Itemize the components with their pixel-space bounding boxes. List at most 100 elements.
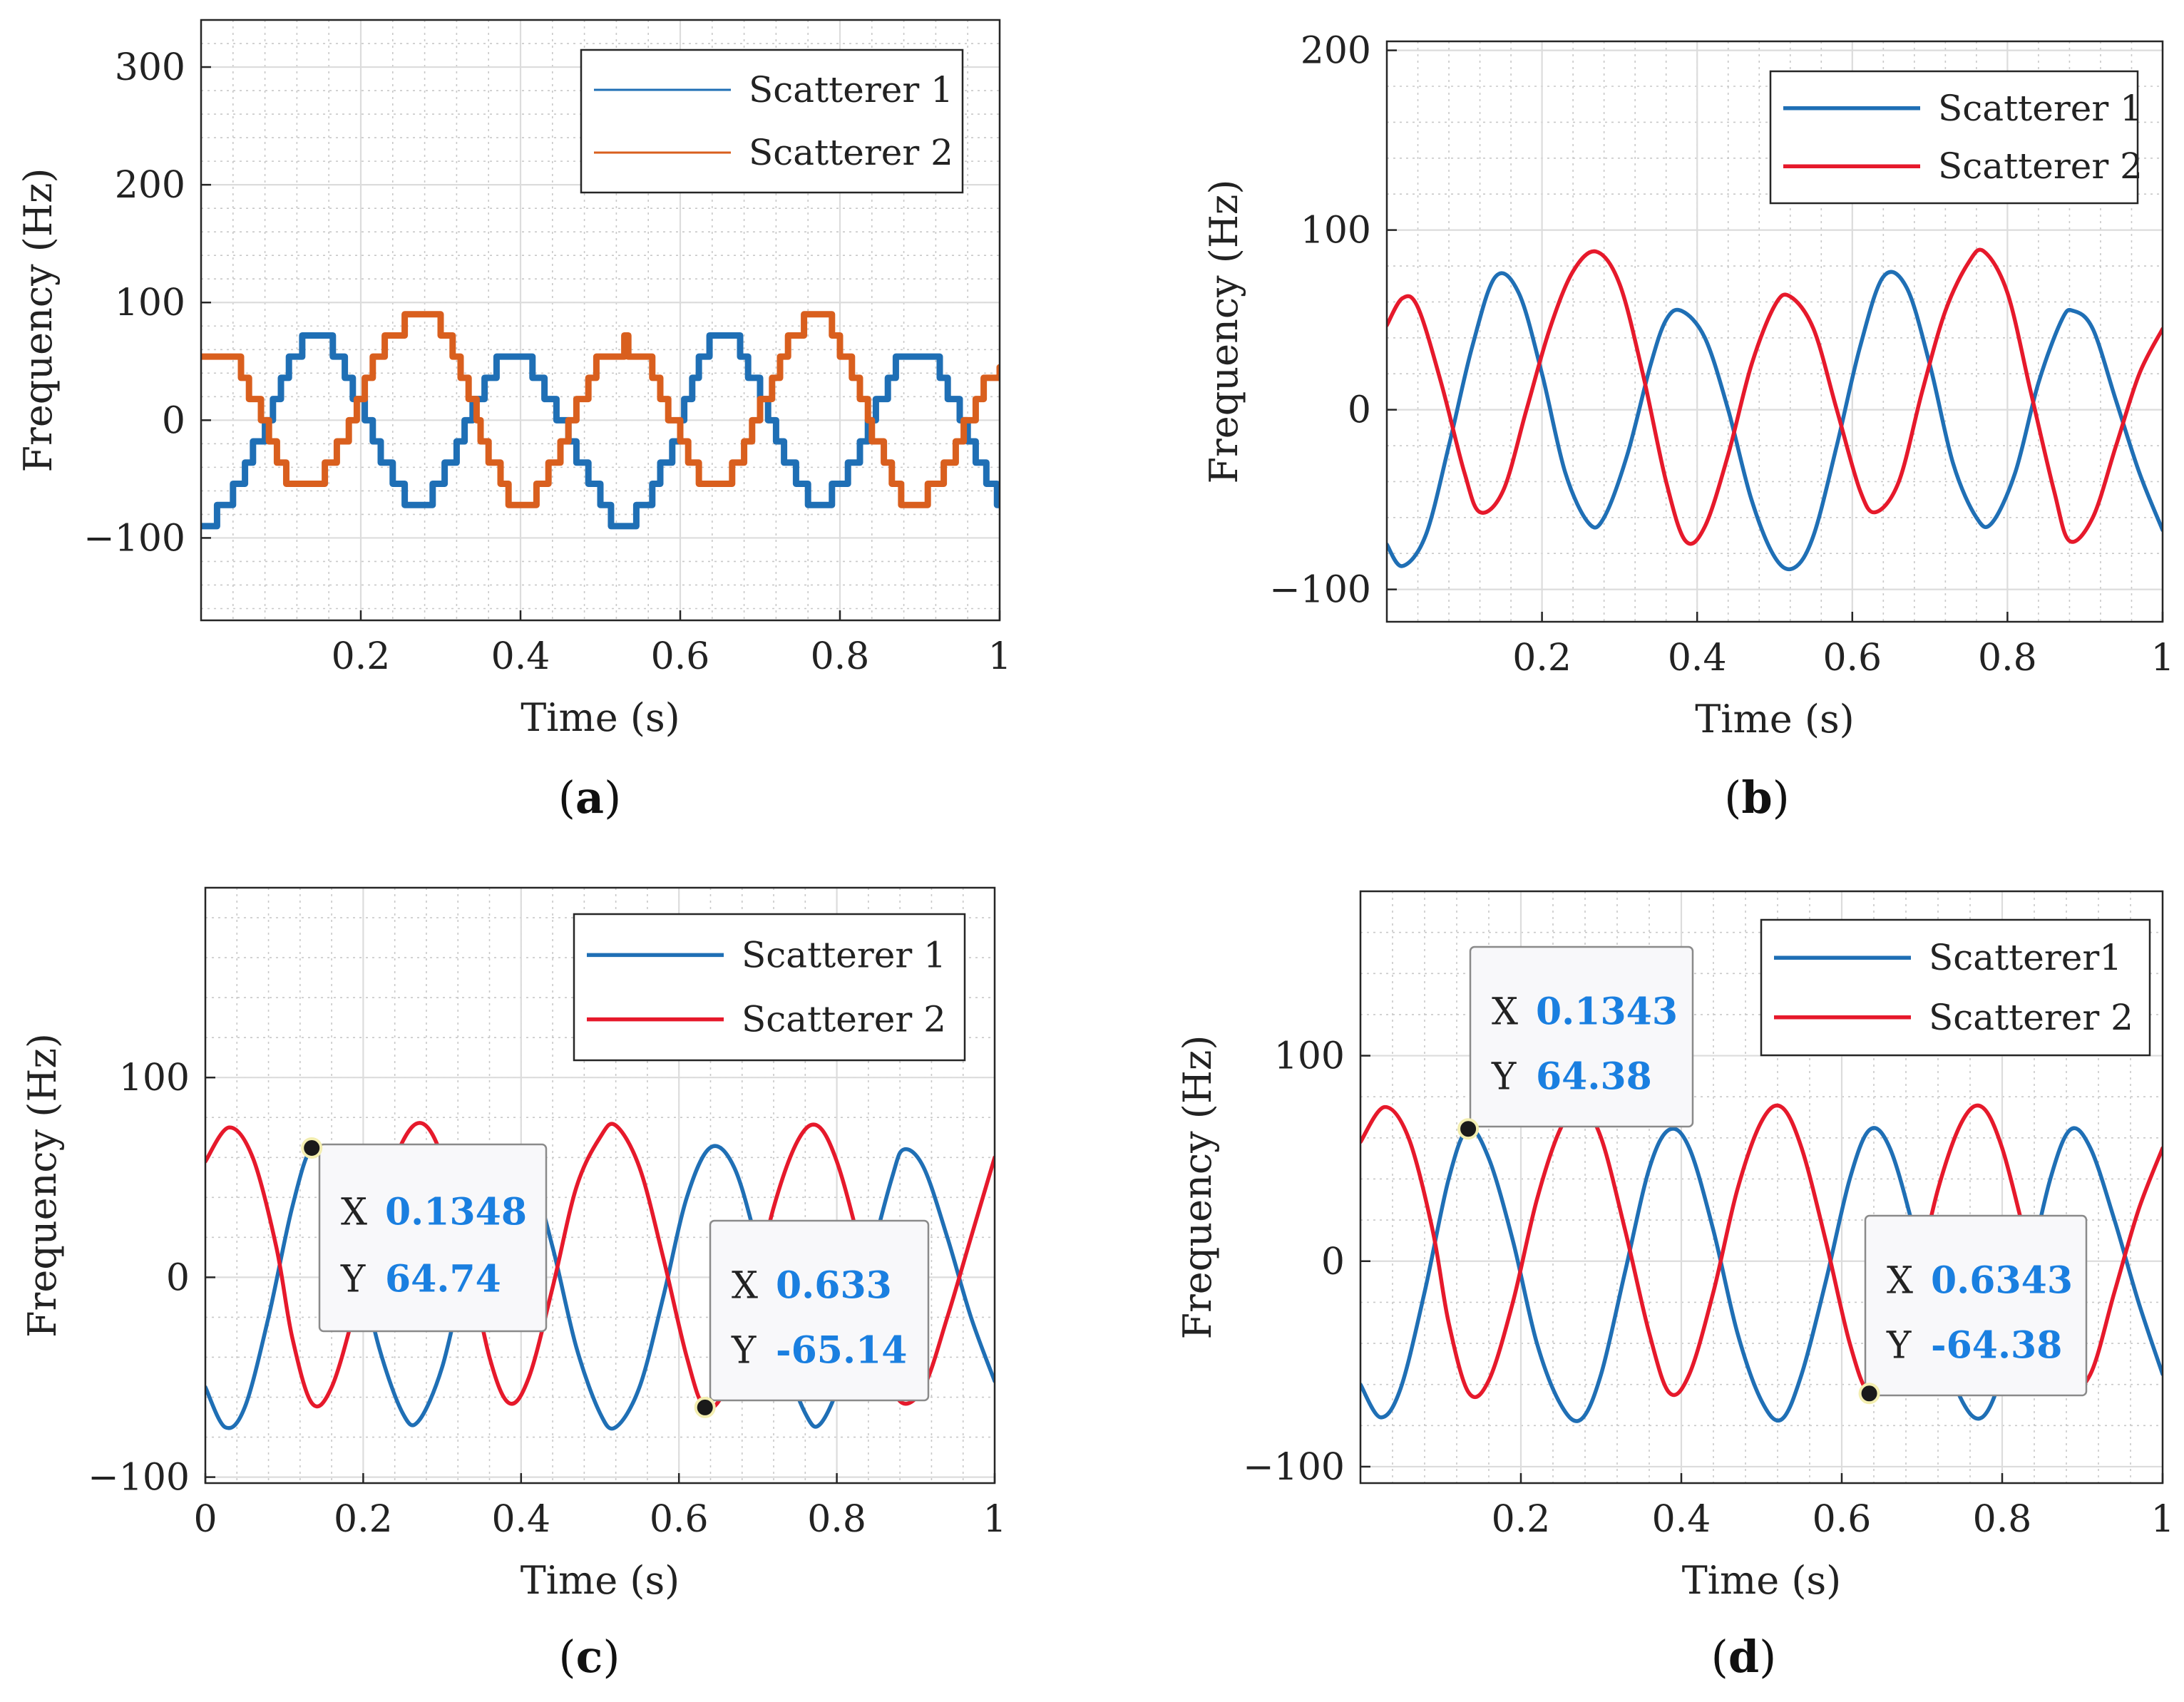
datatip-marker xyxy=(301,1137,323,1159)
legend-label: Scatterer1 xyxy=(1929,937,2122,978)
y-tick-label: −100 xyxy=(88,1457,190,1499)
datatip-marker xyxy=(694,1396,716,1418)
axes-box xyxy=(200,19,1001,622)
legend: Scatterer1 Scatterer 2 xyxy=(1760,918,2151,1057)
panel-label: (d) xyxy=(1711,1631,1777,1683)
series-group xyxy=(1387,247,2163,572)
x-axis-label: Time (s) xyxy=(521,1558,680,1603)
legend-label: Scatterer 2 xyxy=(749,132,953,173)
y-tick-label: −100 xyxy=(1243,1446,1345,1489)
legend: Scatterer 1 Scatterer 2 xyxy=(580,48,964,194)
x-tick-label: 1 xyxy=(988,635,1011,678)
series-line-2 xyxy=(1387,247,2163,546)
y-tick-label: −100 xyxy=(1269,569,1371,612)
x-tick-label: 1 xyxy=(2150,637,2174,680)
datatip-y-key: Y xyxy=(1886,1324,1912,1367)
y-tick-label: 200 xyxy=(115,164,185,207)
datatip-y-value: 64.38 xyxy=(1536,1055,1652,1098)
panel-a: 0.2 0.4 0.6 0.8 1 −100 0 100 200 300 Time (s) Frequ… xyxy=(16,19,1012,824)
y-tick-label: −100 xyxy=(83,517,185,560)
datatip-box xyxy=(1864,1214,2088,1397)
axes-box xyxy=(1385,40,2164,623)
y-tick-label: 100 xyxy=(119,1057,190,1099)
x-tick-label: 0.2 xyxy=(334,1498,393,1541)
y-axis-label: Frequency (Hz) xyxy=(1175,1035,1220,1340)
x-tick-label: 0.6 xyxy=(651,635,710,678)
datatip-box xyxy=(709,1219,930,1402)
series-line-1 xyxy=(1387,270,2163,572)
legend-label: Scatterer 2 xyxy=(1929,997,2133,1038)
x-tick-label: 0.6 xyxy=(1813,1498,1872,1541)
datatip-marker xyxy=(1457,1118,1480,1140)
x-tick-label: 0.2 xyxy=(332,635,391,678)
legend-label: Scatterer 2 xyxy=(1938,145,2143,187)
datatip: X 0.633 Y -65.14 xyxy=(694,1219,930,1418)
legend-box xyxy=(580,48,964,194)
panel-label: (b) xyxy=(1724,771,1790,824)
y-axis-label: Frequency (Hz) xyxy=(1201,180,1246,484)
datatip-y-key: Y xyxy=(731,1329,757,1372)
x-tick-label: 1 xyxy=(983,1498,1006,1541)
x-tick-label: 0.8 xyxy=(1973,1498,2032,1541)
datatip-x-value: 0.6343 xyxy=(1931,1259,2073,1303)
y-tick-label: 0 xyxy=(166,1256,190,1299)
legend-label: Scatterer 1 xyxy=(749,69,953,111)
legend-label: Scatterer 2 xyxy=(742,999,946,1040)
datatip-x-key: X xyxy=(1887,1260,1913,1303)
x-tick-label: 0.8 xyxy=(1978,637,2037,680)
y-tick-label: 300 xyxy=(115,46,185,89)
y-tick-label: 100 xyxy=(115,282,185,324)
datatip: X 0.1343 Y 64.38 xyxy=(1457,945,1694,1140)
legend-box xyxy=(573,913,966,1062)
x-tick-label: 0 xyxy=(193,1498,217,1541)
legend-label: Scatterer 1 xyxy=(1938,88,2143,129)
y-tick-label: 0 xyxy=(1321,1241,1345,1283)
datatip-x-key: X xyxy=(1492,991,1518,1034)
series-line-2 xyxy=(201,311,1000,508)
datatip-x-value: 0.1343 xyxy=(1536,990,1678,1034)
legend: Scatterer 1 Scatterer 2 xyxy=(1769,70,2143,205)
datatip-x-value: 0.1348 xyxy=(385,1190,527,1234)
series-group xyxy=(201,311,1000,530)
datatip: X 0.1348 Y 64.74 xyxy=(301,1137,548,1333)
x-axis-label: Time (s) xyxy=(521,695,680,740)
x-tick-label: 0.8 xyxy=(807,1498,866,1541)
panel-label: (a) xyxy=(558,771,622,824)
panel-b: 0.2 0.4 0.6 0.8 1 −100 0 100 200 Time (s) Frequenc… xyxy=(1201,30,2175,824)
x-tick-label: 0.6 xyxy=(1822,637,1882,680)
datatip-x-key: X xyxy=(732,1265,758,1308)
axes-box xyxy=(1359,890,2164,1485)
panel-d: 0.2 0.4 0.6 0.8 1 −100 0 100 Time (s) Frequency (… xyxy=(1175,890,2175,1683)
x-tick-label: 0.2 xyxy=(1492,1498,1551,1541)
datatip-y-key: Y xyxy=(340,1258,366,1301)
datatip-y-value: -64.38 xyxy=(1931,1323,2062,1367)
legend-label: Scatterer 1 xyxy=(742,934,946,975)
y-tick-label: 100 xyxy=(1274,1035,1345,1078)
datatip-y-value: -65.14 xyxy=(776,1328,907,1372)
y-axis-label: Frequency (Hz) xyxy=(20,1033,65,1338)
datatip-x-value: 0.633 xyxy=(776,1264,892,1308)
axes-box xyxy=(204,886,996,1485)
x-axis-label: Time (s) xyxy=(1695,697,1854,742)
legend-box xyxy=(1769,70,2139,205)
datatip-y-value: 64.74 xyxy=(385,1258,501,1301)
datatip-y-key: Y xyxy=(1491,1055,1517,1098)
x-tick-label: 0.4 xyxy=(1652,1498,1711,1541)
x-axis-label: Time (s) xyxy=(1682,1558,1841,1603)
datatip: X 0.6343 Y -64.38 xyxy=(1858,1214,2088,1405)
x-tick-label: 0.4 xyxy=(1668,637,1727,680)
panel-label: (c) xyxy=(558,1631,620,1683)
x-tick-label: 0.6 xyxy=(650,1498,709,1541)
x-tick-label: 1 xyxy=(2150,1498,2174,1541)
y-axis-label: Frequency (Hz) xyxy=(16,168,61,473)
datatip-box xyxy=(1469,945,1694,1128)
y-tick-label: 200 xyxy=(1301,30,1371,73)
x-tick-label: 0.8 xyxy=(811,635,870,678)
x-tick-label: 0.4 xyxy=(491,635,550,678)
x-tick-label: 0.2 xyxy=(1512,637,1572,680)
datatip-box xyxy=(318,1143,548,1333)
legend-box xyxy=(1760,918,2151,1057)
y-tick-label: 0 xyxy=(162,399,185,442)
